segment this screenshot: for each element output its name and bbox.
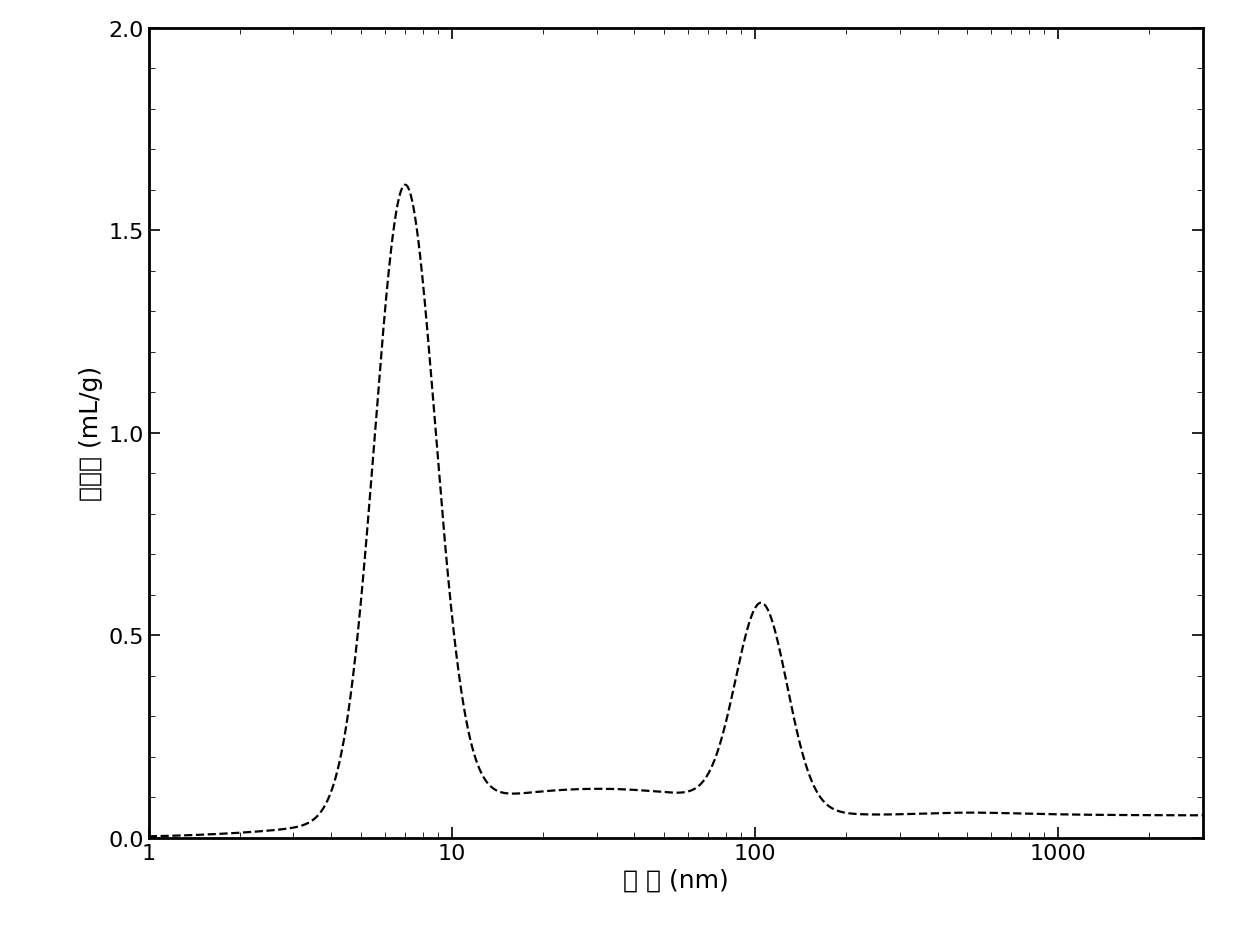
Y-axis label: 压汞量 (mL/g): 压汞量 (mL/g) [79,366,103,501]
X-axis label: 孔 径 (nm): 孔 径 (nm) [622,868,729,892]
